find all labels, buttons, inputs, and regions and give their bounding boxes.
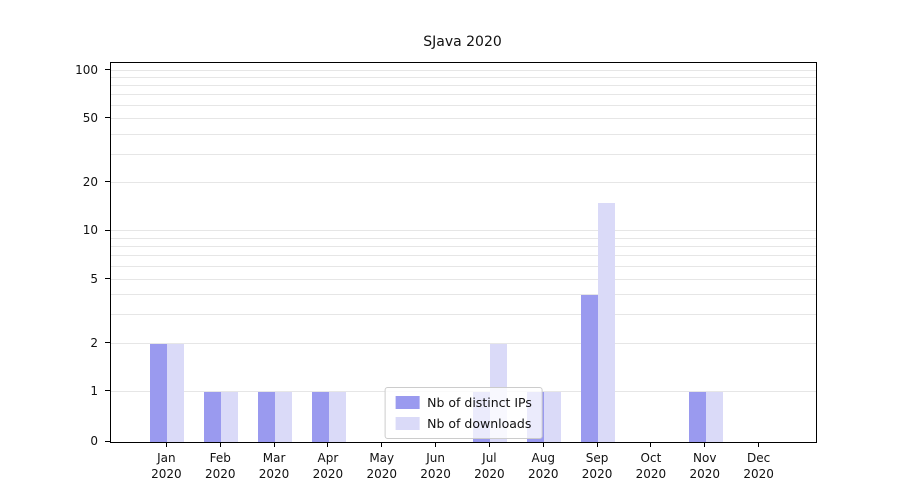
x-tick-mark — [758, 442, 760, 447]
y-tick-mark — [105, 390, 110, 392]
bar-distinct-ips — [150, 343, 168, 442]
x-tick-mark — [219, 442, 221, 447]
bar-distinct-ips — [688, 391, 706, 442]
y-tick-label: 10 — [82, 223, 98, 238]
bar-downloads — [221, 391, 239, 442]
x-tick-mark — [327, 442, 329, 447]
chart-title: SJava 2020 — [423, 34, 502, 50]
y-tick-mark — [105, 117, 110, 119]
gridline — [111, 314, 816, 316]
gridline — [111, 85, 816, 87]
legend: Nb of distinct IPs Nb of downloads — [384, 387, 543, 439]
x-tick-mark — [650, 442, 652, 447]
y-tick-label: 20 — [82, 174, 98, 189]
legend-label-downloads: Nb of downloads — [427, 416, 532, 431]
gridline — [111, 342, 816, 344]
x-tick-label: Mar 2020 — [258, 451, 290, 481]
bar-distinct-ips — [311, 391, 329, 442]
x-tick-label: Nov 2020 — [689, 451, 721, 481]
y-tick-label: 50 — [82, 110, 98, 125]
x-tick-label: Sep 2020 — [581, 451, 613, 481]
gridline — [111, 265, 816, 267]
x-tick-label: Feb 2020 — [204, 451, 236, 481]
gridline — [111, 105, 816, 107]
x-tick-mark — [435, 442, 437, 447]
legend-swatch-distinct-ips — [395, 396, 420, 409]
gridline — [111, 278, 816, 280]
x-tick-mark — [704, 442, 706, 447]
y-tick-mark — [105, 181, 110, 183]
x-tick-label: Jan 2020 — [151, 451, 182, 481]
gridline — [111, 181, 816, 183]
bar-downloads — [544, 391, 562, 442]
legend-label-distinct-ips: Nb of distinct IPs — [427, 395, 532, 410]
bar-distinct-ips — [258, 391, 276, 442]
gridline — [111, 255, 816, 257]
legend-item-distinct-ips: Nb of distinct IPs — [395, 395, 532, 410]
y-tick-label: 0 — [90, 434, 98, 448]
y-tick-mark — [105, 278, 110, 280]
y-tick-mark — [105, 229, 110, 231]
y-tick-mark — [105, 69, 110, 71]
x-tick-label: Aug 2020 — [527, 451, 559, 481]
bar-downloads — [167, 343, 185, 442]
bar-downloads — [275, 391, 293, 442]
gridline — [111, 69, 816, 71]
bar-downloads — [598, 202, 616, 442]
x-tick-mark — [165, 442, 167, 447]
x-tick-label: Oct 2020 — [635, 451, 667, 481]
x-tick-label: Apr 2020 — [312, 451, 344, 481]
y-tick-label: 5 — [90, 271, 98, 286]
gridline — [111, 237, 816, 239]
y-tick-mark — [105, 440, 110, 442]
gridline — [111, 117, 816, 119]
x-tick-mark — [488, 442, 490, 447]
gridline — [111, 76, 816, 78]
x-tick-mark — [596, 442, 598, 447]
plot-area: Nb of distinct IPs Nb of downloads — [110, 62, 817, 443]
x-tick-label: Dec 2020 — [743, 451, 774, 481]
x-tick-mark — [381, 442, 383, 447]
bar-distinct-ips — [204, 391, 222, 442]
y-tick-mark — [105, 342, 110, 344]
legend-swatch-downloads — [395, 417, 420, 430]
y-tick-label: 2 — [90, 335, 98, 350]
x-tick-label: Jun 2020 — [420, 451, 451, 481]
x-tick-mark — [273, 442, 275, 447]
legend-item-downloads: Nb of downloads — [395, 416, 532, 431]
gridline — [111, 153, 816, 155]
x-tick-label: Jul 2020 — [474, 451, 505, 481]
x-tick-label: May 2020 — [366, 451, 397, 481]
x-tick-mark — [542, 442, 544, 447]
y-tick-label: 1 — [90, 383, 98, 398]
gridline — [111, 245, 816, 247]
gridline — [111, 294, 816, 296]
gridline — [111, 230, 816, 232]
bar-downloads — [328, 391, 346, 442]
bar-downloads — [705, 391, 723, 442]
gridline — [111, 133, 816, 135]
gridline — [111, 94, 816, 96]
bar-distinct-ips — [581, 295, 599, 442]
y-tick-label: 100 — [75, 62, 98, 77]
